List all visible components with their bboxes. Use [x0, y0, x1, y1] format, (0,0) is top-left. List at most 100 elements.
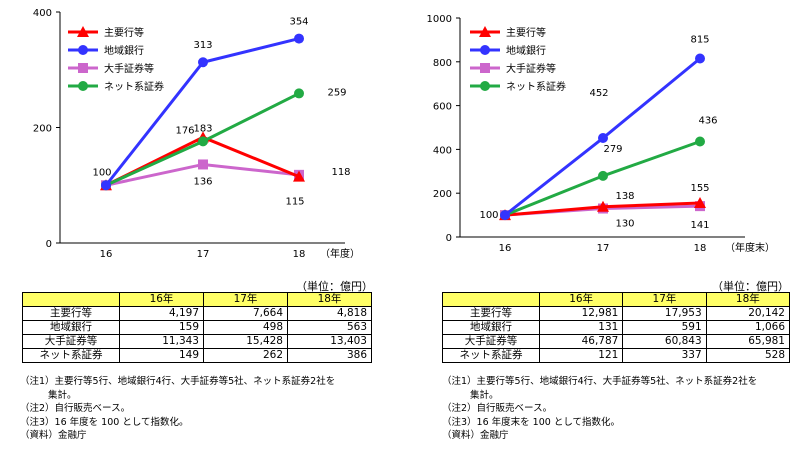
table-row: 地域銀行 159 498 563: [22, 320, 372, 335]
table-cell: 20,142: [705, 306, 791, 321]
left-notes: （注1）主要行等5行、地域銀行4行、大手証券等5社、ネット系証券2社を 集計。 …: [20, 375, 335, 443]
y-tick-label: 0: [446, 233, 452, 244]
major-banks-point: [293, 170, 305, 182]
table-cell: 131: [538, 320, 624, 335]
data-label: 279: [603, 144, 622, 155]
right-line-chart: 0 200 400 600 800 1000 16 17 18 （年度末） 138 155 452 815…: [427, 14, 775, 254]
note-2: （注2）自行販売ベース。: [442, 403, 553, 414]
x-tick-label: 18: [293, 249, 306, 260]
table-cell: 563: [287, 320, 372, 335]
table-row: 大手証券等 11,343 15,428 13,403: [22, 334, 372, 349]
data-label: 259: [327, 87, 346, 98]
table-cell: 528: [705, 348, 791, 363]
data-label: 452: [589, 88, 608, 99]
note-2: （注2）自行販売ベース。: [20, 403, 131, 414]
x-tick-label: 16: [100, 249, 113, 260]
legend-marker: [479, 26, 491, 37]
y-tick-label: 600: [433, 102, 452, 113]
legend-label: 地域銀行: [506, 44, 546, 57]
left-panel: 0 200 400 16 17 18 （年度） 183 115 313 354 136 118 100 17…: [20, 8, 373, 443]
note-3: （注3）16 年度末を 100 として指数化。: [442, 416, 621, 428]
online-securities-point: [294, 88, 304, 99]
right-panel: 0 200 400 600 800 1000 16 17 18 （年度末） 138 155 452 815…: [400, 0, 800, 449]
table-cell: 337: [622, 348, 707, 363]
regional-banks-point: [598, 133, 608, 144]
x-unit-label: （年度末）: [725, 241, 775, 254]
x-tick-label: 18: [694, 243, 707, 254]
legend-marker: [77, 26, 89, 37]
regional-banks-point: [500, 210, 510, 221]
data-label: 100: [479, 210, 498, 221]
data-label: 115: [285, 197, 304, 208]
regional-banks-point: [294, 33, 304, 44]
right-notes: （注1）主要行等5行、地域銀行4行、大手証券等5社、ネット系証券2社を 集計。 …: [442, 375, 757, 443]
row-label: 主要行等: [442, 306, 540, 321]
table-cell: 4,197: [119, 306, 204, 321]
table-header-row: 16年 17年 18年: [22, 292, 372, 307]
y-tick-label: 400: [33, 8, 52, 19]
legend-label: ネット系証券: [506, 80, 566, 93]
data-label: 176: [175, 125, 194, 136]
right-data-table: 16年 17年 18年 主要行等 12,981 17,953 20,142 地域…: [442, 292, 791, 363]
table-cell: 65,981: [705, 334, 791, 349]
legend-label: 主要行等: [506, 26, 546, 39]
online-securities-point: [695, 136, 705, 147]
data-label: 436: [698, 116, 717, 127]
left-data-table: 16年 17年 18年 主要行等 4,197 7,664 4,818 地域銀行 …: [22, 292, 372, 363]
data-label: 183: [193, 123, 212, 134]
data-label: 118: [331, 167, 350, 178]
table-header-cell: 18年: [287, 292, 372, 307]
data-label: 155: [690, 183, 709, 194]
legend-marker: [480, 81, 490, 91]
legend-marker: [480, 45, 490, 55]
regional-banks-point: [695, 53, 705, 64]
table-cell: 11,343: [119, 334, 204, 349]
legend-label: 大手証券等: [104, 62, 154, 75]
y-tick-label: 0: [46, 239, 52, 250]
table-cell: 13,403: [287, 334, 372, 349]
online-securities-point: [598, 170, 608, 181]
table-cell: 17,953: [622, 306, 707, 321]
table-cell: 149: [119, 348, 204, 363]
data-label: 100: [92, 167, 111, 178]
note-1: （注1）主要行等5行、地域銀行4行、大手証券等5社、ネット系証券2社を: [442, 376, 758, 387]
legend-marker: [78, 81, 88, 91]
table-header-cell: 17年: [622, 292, 707, 307]
row-label: 主要行等: [22, 306, 120, 321]
data-label: 136: [193, 176, 212, 187]
row-label: 大手証券等: [22, 334, 120, 349]
note-1-cont: 集計。: [48, 389, 77, 401]
legend-marker: [78, 45, 88, 55]
y-tick-label: 1000: [427, 14, 452, 25]
table-row: ネット系証券 121 337 528: [442, 348, 791, 363]
table-cell: 386: [287, 348, 372, 363]
table-cell: 15,428: [203, 334, 288, 349]
right-table-unit: （単位：億円）: [712, 280, 789, 293]
major-banks-point: [694, 197, 706, 209]
note-3: （注3）16 年度を 100 として指数化。: [20, 416, 189, 428]
data-label: 130: [615, 219, 634, 230]
table-row: ネット系証券 149 262 386: [22, 348, 372, 363]
legend-marker: [480, 63, 490, 73]
data-label: 815: [690, 35, 709, 46]
data-label: 141: [690, 220, 709, 231]
table-corner: [442, 292, 540, 307]
major-banks-point: [597, 200, 609, 212]
table-cell: 4,818: [287, 306, 372, 321]
legend-label: 地域銀行: [104, 44, 144, 57]
table-row: 地域銀行 131 591 1,066: [442, 320, 791, 335]
table-cell: 46,787: [538, 334, 624, 349]
source-note: （資料）金融庁: [442, 430, 509, 441]
left-table-unit: （単位：億円）: [296, 280, 373, 293]
table-cell: 60,843: [622, 334, 707, 349]
table-cell: 498: [203, 320, 288, 335]
y-tick-label: 200: [433, 189, 452, 200]
row-label: ネット系証券: [22, 348, 120, 363]
regional-banks-point: [101, 180, 111, 191]
legend-marker: [78, 63, 88, 73]
table-row: 主要行等 12,981 17,953 20,142: [442, 306, 791, 321]
legend-label: ネット系証券: [104, 80, 164, 93]
online-securities-point: [198, 136, 208, 147]
source-note: （資料）金融庁: [20, 430, 87, 441]
row-label: ネット系証券: [442, 348, 540, 363]
